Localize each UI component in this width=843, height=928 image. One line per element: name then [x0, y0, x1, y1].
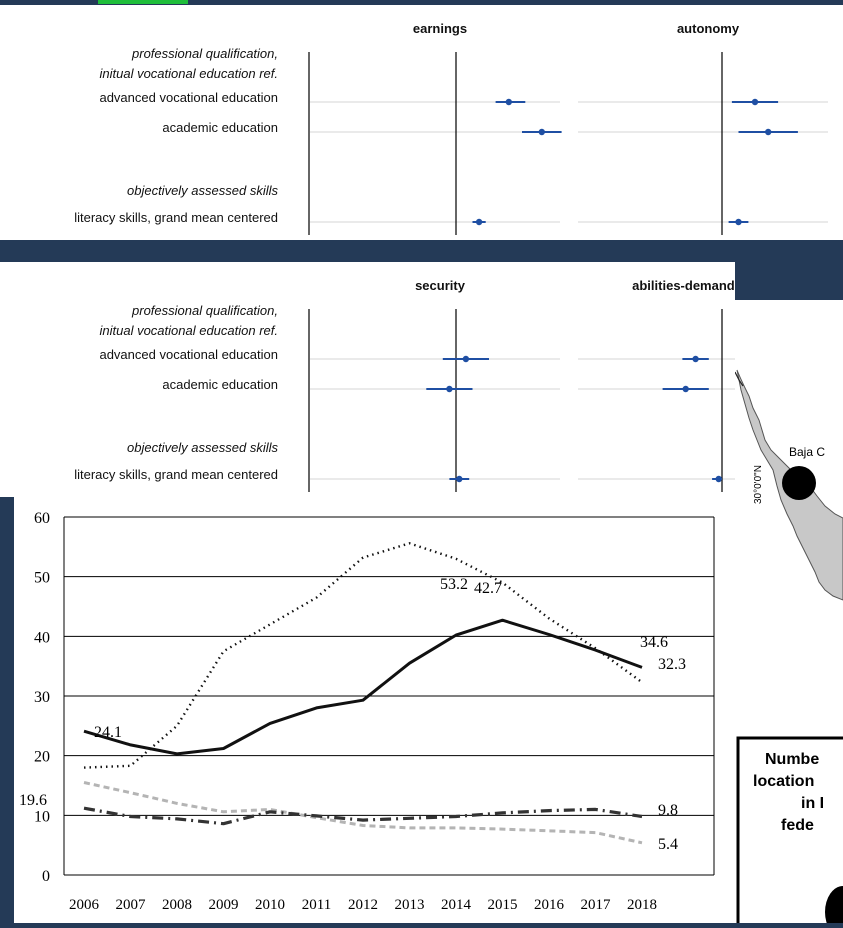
- forest-top-point-estimate: [475, 218, 483, 226]
- forest-bottom-row-label: objectively assessed skills: [127, 440, 279, 455]
- forest-top-panel-title: autonomy: [677, 21, 740, 36]
- forest-top-point-estimate: [751, 98, 759, 106]
- line-chart-data-label: 32.3: [658, 656, 686, 673]
- line-chart-x-tick-label: 2007: [116, 897, 147, 913]
- map-legend-line-2: location: [753, 773, 814, 790]
- line-chart-data-label: 34.6: [640, 634, 668, 651]
- forest-plot-bottom: professional qualification, initual vocat…: [0, 262, 828, 497]
- line-chart-x-tick-label: 2016: [534, 897, 565, 913]
- line-chart-y-tick-label: 30: [34, 689, 50, 706]
- forest-plot-bottom-svg: professional qualification, initual vocat…: [74, 278, 828, 492]
- green-tab: [98, 0, 188, 4]
- line-chart-svg: 0 10 20 30 40 50 60 2006 2007 2008 2009 2010 2011 201…: [19, 510, 715, 913]
- line-chart-data-label: 53.2: [440, 576, 468, 593]
- forest-bottom-point-estimate: [456, 475, 463, 483]
- line-chart-data-label: 9.8: [658, 802, 678, 819]
- forest-plot-top: professional qualification, initual vocat…: [0, 5, 843, 240]
- forest-top-row-label: objectively assessed skills: [127, 183, 279, 198]
- line-chart-x-tick-label: 2006: [69, 897, 100, 913]
- line-chart-x-tick-label: 2013: [395, 897, 425, 913]
- forest-bottom-panel-title: abilities-demands match: [632, 278, 735, 293]
- forest-bottom-point-estimate: [446, 385, 453, 393]
- map-legend-line-4: fede: [781, 817, 814, 834]
- forest-bottom-row-label: initual vocational education ref.: [99, 323, 278, 338]
- map-lat-label: 30°0'0"N: [753, 465, 764, 504]
- line-chart-panel: 0 10 20 30 40 50 60 2006 2007 2008 2009 2010 2011 201…: [14, 497, 735, 923]
- map-marker: [782, 466, 816, 500]
- forest-bottom-point-estimate: [682, 385, 689, 393]
- map-region-label: Baja C: [789, 445, 825, 459]
- line-chart-series-dotted: [83, 542, 643, 769]
- forest-top-row-label: professional qualification,: [131, 46, 278, 61]
- line-chart-series-dashed: [83, 781, 643, 845]
- line-chart-x-tick-label: 2017: [581, 897, 612, 913]
- line-chart-y-tick-label: 50: [34, 570, 50, 587]
- line-chart-data-label: 42.7: [474, 580, 502, 597]
- line-chart-x-tick-label: 2014: [441, 897, 472, 913]
- forest-bottom-panel-title: security: [415, 278, 466, 293]
- line-chart-y-tick-label: 0: [42, 868, 50, 885]
- forest-bottom-point-estimate: [692, 355, 699, 363]
- line-chart-x-tick-label: 2015: [488, 897, 518, 913]
- forest-bottom-row-label: advanced vocational education: [99, 347, 278, 362]
- line-chart-data-label: 19.6: [19, 792, 47, 809]
- line-chart-x-tick-label: 2018: [627, 897, 657, 913]
- line-chart-x-tick-label: 2012: [348, 897, 378, 913]
- map-legend-line-1: Numbe: [765, 751, 819, 768]
- line-chart-data-label: 24.1: [94, 724, 122, 741]
- map-svg: Baja C 30°0'0"N Numbe location in I fede: [734, 369, 843, 928]
- forest-top-point-estimate: [735, 218, 742, 226]
- map-legend-line-3: in I: [801, 795, 824, 812]
- forest-top-point-estimate: [765, 128, 772, 136]
- line-chart-y-tick-label: 40: [34, 629, 50, 646]
- forest-top-row-label: initual vocational education ref.: [99, 66, 278, 81]
- forest-top-panel-title: earnings: [413, 21, 467, 36]
- forest-top-point-estimate: [505, 98, 512, 106]
- line-chart-data-label: 5.4: [658, 836, 678, 853]
- forest-bottom-point-estimate: [715, 475, 722, 483]
- map-legend-symbol: [825, 886, 843, 928]
- line-chart-x-tick-label: 2011: [302, 897, 331, 913]
- forest-plot-top-svg: professional qualification, initual vocat…: [74, 21, 828, 235]
- forest-top-row-label: academic education: [162, 120, 278, 135]
- forest-bottom-row-label: literacy skills, grand mean centered: [74, 467, 278, 482]
- line-chart-series-dash-dot: [83, 806, 643, 826]
- forest-top-row-label: advanced vocational education: [99, 90, 278, 105]
- forest-bottom-point-estimate: [462, 355, 470, 363]
- forest-top-point-estimate: [538, 128, 545, 136]
- forest-bottom-row-label: professional qualification,: [131, 303, 278, 318]
- line-chart-y-tick-label: 60: [34, 510, 50, 527]
- forest-top-row-label: literacy skills, grand mean centered: [74, 210, 278, 225]
- line-chart-x-tick-label: 2009: [209, 897, 239, 913]
- map-legend-box: [736, 736, 843, 928]
- line-chart-series-solid: [83, 618, 643, 756]
- line-chart-y-tick-label: 20: [34, 749, 50, 766]
- line-chart-x-tick-label: 2008: [162, 897, 192, 913]
- forest-bottom-row-label: academic education: [162, 377, 278, 392]
- line-chart-y-tick-label: 10: [34, 808, 50, 825]
- map-panel: Baja C 30°0'0"N Numbe location in I fede: [734, 300, 843, 928]
- line-chart-x-tick-label: 2010: [255, 897, 285, 913]
- map-border-line: [734, 371, 744, 387]
